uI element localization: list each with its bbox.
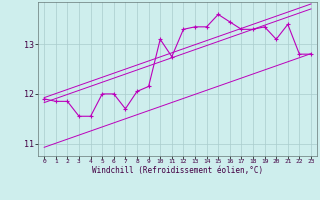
X-axis label: Windchill (Refroidissement éolien,°C): Windchill (Refroidissement éolien,°C)	[92, 166, 263, 175]
